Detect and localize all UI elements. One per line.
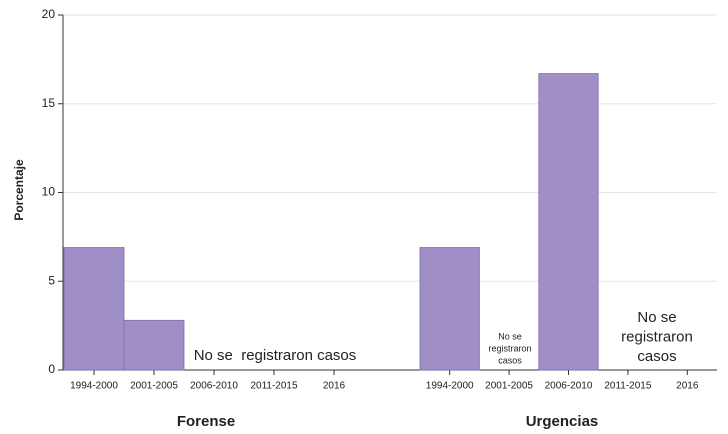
annotation: registraron xyxy=(621,328,693,345)
x-tick-label: 2006-2010 xyxy=(545,381,593,392)
bar xyxy=(419,247,480,371)
panel-title: Forense xyxy=(177,413,235,430)
y-tick-label: 20 xyxy=(42,7,56,21)
x-tick-label: 1994-2000 xyxy=(426,381,474,392)
annotation: No se xyxy=(498,331,522,341)
y-tick-label: 10 xyxy=(42,185,56,199)
y-axis-label: Porcentaje xyxy=(12,159,26,221)
annotation: No se registraron casos xyxy=(194,347,357,364)
annotation: casos xyxy=(637,348,676,365)
x-tick-label: 2001-2005 xyxy=(130,381,178,392)
bar xyxy=(123,319,185,371)
panel-title: Urgencias xyxy=(526,413,599,430)
x-tick-label: 2011-2015 xyxy=(604,381,652,392)
annotation: No se xyxy=(637,309,676,326)
x-tick-label: 2006-2010 xyxy=(190,381,238,392)
x-tick-label: 2016 xyxy=(323,381,346,392)
x-tick-label: 2001-2005 xyxy=(485,381,533,392)
x-tick-label: 2016 xyxy=(676,381,699,392)
x-tick-label: 1994-2000 xyxy=(70,381,118,392)
y-tick-label: 5 xyxy=(48,273,55,287)
bar xyxy=(538,73,599,371)
y-tick-label: 0 xyxy=(48,362,55,376)
y-tick-label: 15 xyxy=(42,96,56,110)
x-tick-label: 2011-2015 xyxy=(250,381,298,392)
bar xyxy=(63,247,125,371)
annotation: registraron xyxy=(488,343,531,353)
annotation: casos xyxy=(498,355,522,365)
